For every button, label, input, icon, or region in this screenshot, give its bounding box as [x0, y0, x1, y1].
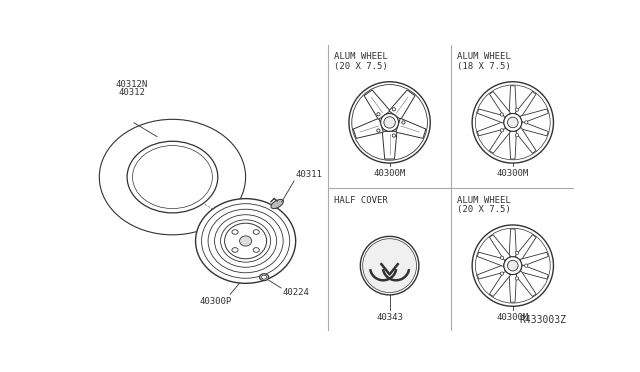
- Ellipse shape: [259, 274, 269, 280]
- Text: (20 X 7.5): (20 X 7.5): [334, 62, 388, 71]
- Text: 40312: 40312: [118, 88, 145, 97]
- Text: (20 X 7.5): (20 X 7.5): [458, 205, 511, 214]
- Polygon shape: [515, 92, 536, 117]
- Polygon shape: [520, 122, 548, 136]
- Circle shape: [508, 117, 518, 128]
- Circle shape: [381, 113, 399, 131]
- Polygon shape: [490, 128, 511, 153]
- Ellipse shape: [271, 199, 284, 209]
- Text: R433003Z: R433003Z: [520, 315, 566, 325]
- Text: 40300M: 40300M: [374, 169, 406, 179]
- Text: 40300M: 40300M: [497, 169, 529, 179]
- Text: HALF COVER: HALF COVER: [334, 196, 388, 205]
- Circle shape: [402, 121, 405, 124]
- Circle shape: [504, 113, 522, 131]
- Polygon shape: [490, 92, 511, 117]
- Polygon shape: [490, 235, 511, 260]
- Circle shape: [504, 257, 522, 275]
- Circle shape: [525, 264, 528, 267]
- Text: ALUM WHEEL: ALUM WHEEL: [458, 196, 511, 205]
- Circle shape: [363, 239, 417, 292]
- Polygon shape: [490, 271, 511, 296]
- Text: (18 X 7.5): (18 X 7.5): [458, 62, 511, 71]
- Polygon shape: [364, 90, 390, 119]
- Polygon shape: [396, 118, 426, 138]
- Circle shape: [500, 256, 504, 259]
- Ellipse shape: [232, 248, 238, 252]
- Polygon shape: [477, 265, 506, 279]
- Polygon shape: [520, 252, 548, 266]
- Circle shape: [392, 134, 396, 137]
- Polygon shape: [520, 265, 548, 279]
- Ellipse shape: [99, 119, 246, 235]
- Text: ALUM WHEEL: ALUM WHEEL: [334, 52, 388, 61]
- Circle shape: [508, 260, 518, 271]
- Circle shape: [525, 121, 528, 124]
- Text: 40343: 40343: [376, 312, 403, 322]
- Polygon shape: [520, 109, 548, 123]
- Ellipse shape: [253, 230, 259, 234]
- Circle shape: [515, 277, 518, 280]
- Polygon shape: [477, 252, 506, 266]
- Text: 40311: 40311: [296, 170, 323, 179]
- Polygon shape: [509, 229, 516, 257]
- Text: 40312N: 40312N: [116, 80, 148, 89]
- Ellipse shape: [225, 223, 267, 259]
- Circle shape: [515, 251, 518, 254]
- Polygon shape: [515, 128, 536, 153]
- Circle shape: [500, 272, 504, 275]
- Polygon shape: [515, 271, 536, 296]
- Polygon shape: [382, 131, 397, 159]
- Circle shape: [515, 108, 518, 111]
- Ellipse shape: [261, 275, 267, 279]
- Circle shape: [360, 236, 419, 295]
- Polygon shape: [389, 90, 415, 119]
- Circle shape: [349, 82, 430, 163]
- Circle shape: [392, 108, 396, 111]
- Ellipse shape: [232, 230, 238, 234]
- Circle shape: [500, 129, 504, 132]
- Polygon shape: [509, 275, 516, 302]
- Ellipse shape: [239, 236, 252, 246]
- Text: 40224: 40224: [283, 288, 310, 297]
- Ellipse shape: [196, 199, 296, 283]
- Polygon shape: [477, 109, 506, 123]
- Ellipse shape: [253, 248, 259, 252]
- Circle shape: [384, 117, 396, 128]
- Polygon shape: [515, 235, 536, 260]
- Circle shape: [515, 134, 518, 137]
- Circle shape: [472, 82, 554, 163]
- Text: ALUM WHEEL: ALUM WHEEL: [458, 52, 511, 61]
- Ellipse shape: [127, 141, 218, 213]
- Text: 40300P: 40300P: [200, 297, 232, 306]
- Polygon shape: [353, 118, 383, 138]
- Circle shape: [377, 113, 380, 116]
- Polygon shape: [477, 122, 506, 136]
- Text: 40300M: 40300M: [497, 312, 529, 322]
- Circle shape: [500, 113, 504, 116]
- Polygon shape: [509, 131, 516, 159]
- Circle shape: [472, 225, 554, 306]
- Polygon shape: [509, 86, 516, 113]
- Circle shape: [377, 129, 380, 132]
